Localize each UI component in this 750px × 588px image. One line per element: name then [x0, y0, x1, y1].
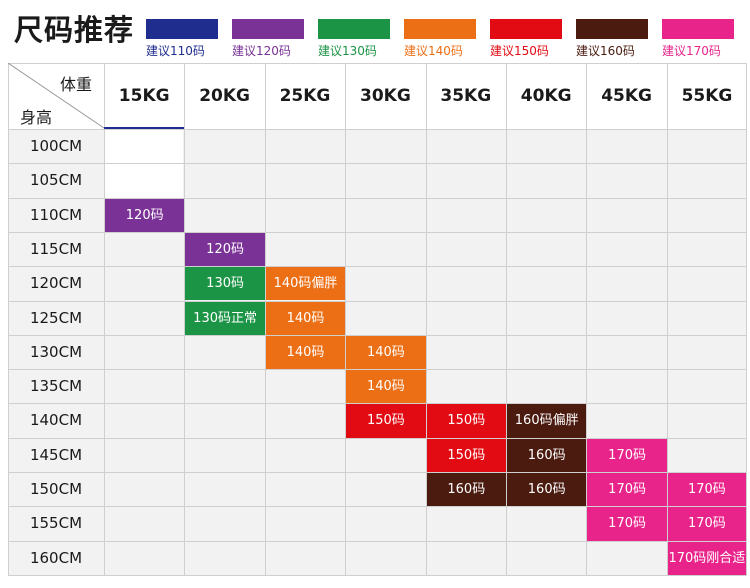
height-header: 155CM: [29, 514, 83, 533]
weight-header: 40KG: [520, 86, 572, 106]
blank-cell: [105, 164, 184, 198]
height-header: 140CM: [29, 411, 83, 430]
size-cell: 160码偏胖: [507, 404, 587, 438]
legend-swatch: [318, 19, 390, 39]
row-divider: [8, 129, 747, 130]
row-divider: [8, 300, 747, 302]
row-divider: [8, 197, 747, 199]
legend-label: 建议120码: [232, 44, 291, 58]
column-divider: [586, 63, 588, 575]
size-cell: 160码: [507, 473, 587, 507]
column-divider: [425, 63, 427, 575]
row-divider: [8, 574, 747, 576]
size-cell: 170码: [587, 473, 667, 507]
legend-label: 建议140码: [404, 44, 463, 58]
legend-item: 建议130码: [318, 19, 390, 61]
legend-swatch: [404, 19, 476, 39]
column-divider: [506, 63, 507, 575]
weight-header: 25KG: [279, 86, 331, 106]
corner-height-label: 身高: [20, 108, 53, 127]
size-cell: 160码: [426, 473, 506, 507]
row-divider: [8, 437, 747, 439]
size-cell: 140码: [346, 335, 426, 370]
row-divider: [8, 334, 747, 336]
row-divider: [8, 266, 747, 268]
column-divider: [666, 63, 668, 575]
height-header: 115CM: [29, 239, 83, 258]
legend-swatch: [146, 19, 218, 39]
column-divider: [8, 63, 9, 575]
size-cell: 150码: [346, 404, 426, 438]
height-header: 145CM: [29, 445, 83, 464]
size-cell: 130码: [185, 267, 265, 301]
corner-weight-label: 体重: [60, 75, 93, 94]
legend-item: 建议160码: [576, 19, 648, 61]
height-header: 160CM: [29, 548, 83, 567]
weight-header-underline: [104, 127, 185, 129]
height-header: 100CM: [29, 137, 83, 155]
height-header: 130CM: [29, 342, 83, 361]
size-cell: 160码: [507, 438, 587, 472]
size-cell: 170码: [667, 473, 746, 507]
size-cell: 170码刚合适: [667, 541, 746, 575]
weight-header: 15KG: [118, 86, 170, 106]
blank-cell: [105, 130, 184, 164]
legend-item: 建议170码: [662, 19, 734, 61]
legend-swatch: [232, 19, 304, 39]
legend-swatch: [662, 19, 734, 39]
row-divider: [8, 540, 747, 542]
size-cell: 120码: [185, 232, 265, 267]
row-divider: [8, 506, 747, 508]
height-header: 105CM: [29, 171, 83, 190]
height-header: 125CM: [29, 308, 83, 327]
weight-header: 30KG: [359, 86, 411, 106]
table-top-border: [8, 63, 747, 64]
height-header: 110CM: [29, 205, 83, 224]
size-cell: 140码: [346, 370, 426, 404]
size-cell: 150码: [426, 438, 506, 472]
height-header: 150CM: [29, 480, 83, 498]
size-cell: 150码: [426, 404, 506, 438]
size-cell: 170码: [667, 507, 746, 541]
column-divider: [264, 63, 266, 575]
size-cell: 120码: [105, 198, 185, 232]
legend-item: 建议110码: [146, 19, 218, 61]
page-title: 尺码推荐: [14, 13, 135, 47]
size-cell: 170码: [587, 438, 667, 472]
legend-item: 建议140码: [404, 19, 476, 61]
weight-header: 20KG: [199, 86, 250, 106]
row-divider: [8, 403, 747, 405]
height-header: 135CM: [29, 377, 83, 396]
row-divider: [8, 163, 747, 165]
weight-header: 35KG: [440, 86, 492, 106]
legend-label: 建议110码: [146, 44, 205, 58]
size-cell: 170码: [587, 507, 667, 541]
legend-label: 建议160码: [576, 44, 635, 58]
header-row-background: [8, 63, 747, 129]
size-cell: 140码: [265, 335, 346, 370]
legend-label: 建议150码: [490, 44, 549, 58]
size-cell: 140码: [265, 301, 346, 335]
row-divider: [8, 369, 747, 371]
legend-item: 建议150码: [490, 19, 562, 61]
legend-label: 建议170码: [662, 44, 721, 58]
size-cell: 140码偏胖: [265, 267, 346, 301]
row-divider: [8, 231, 747, 233]
legend-swatch: [576, 19, 648, 39]
legend-item: 建议120码: [232, 19, 304, 61]
weight-header: 55KG: [681, 86, 733, 106]
size-cell: 130码正常: [185, 301, 265, 335]
column-divider: [104, 63, 105, 575]
height-header: 120CM: [29, 274, 83, 293]
column-divider: [746, 63, 747, 575]
weight-header: 45KG: [601, 86, 652, 106]
legend-label: 建议130码: [318, 44, 377, 58]
column-divider: [345, 63, 347, 575]
column-divider: [184, 63, 186, 575]
row-divider: [8, 472, 747, 473]
header-diagonal-line: [8, 63, 105, 129]
legend-swatch: [490, 19, 562, 39]
